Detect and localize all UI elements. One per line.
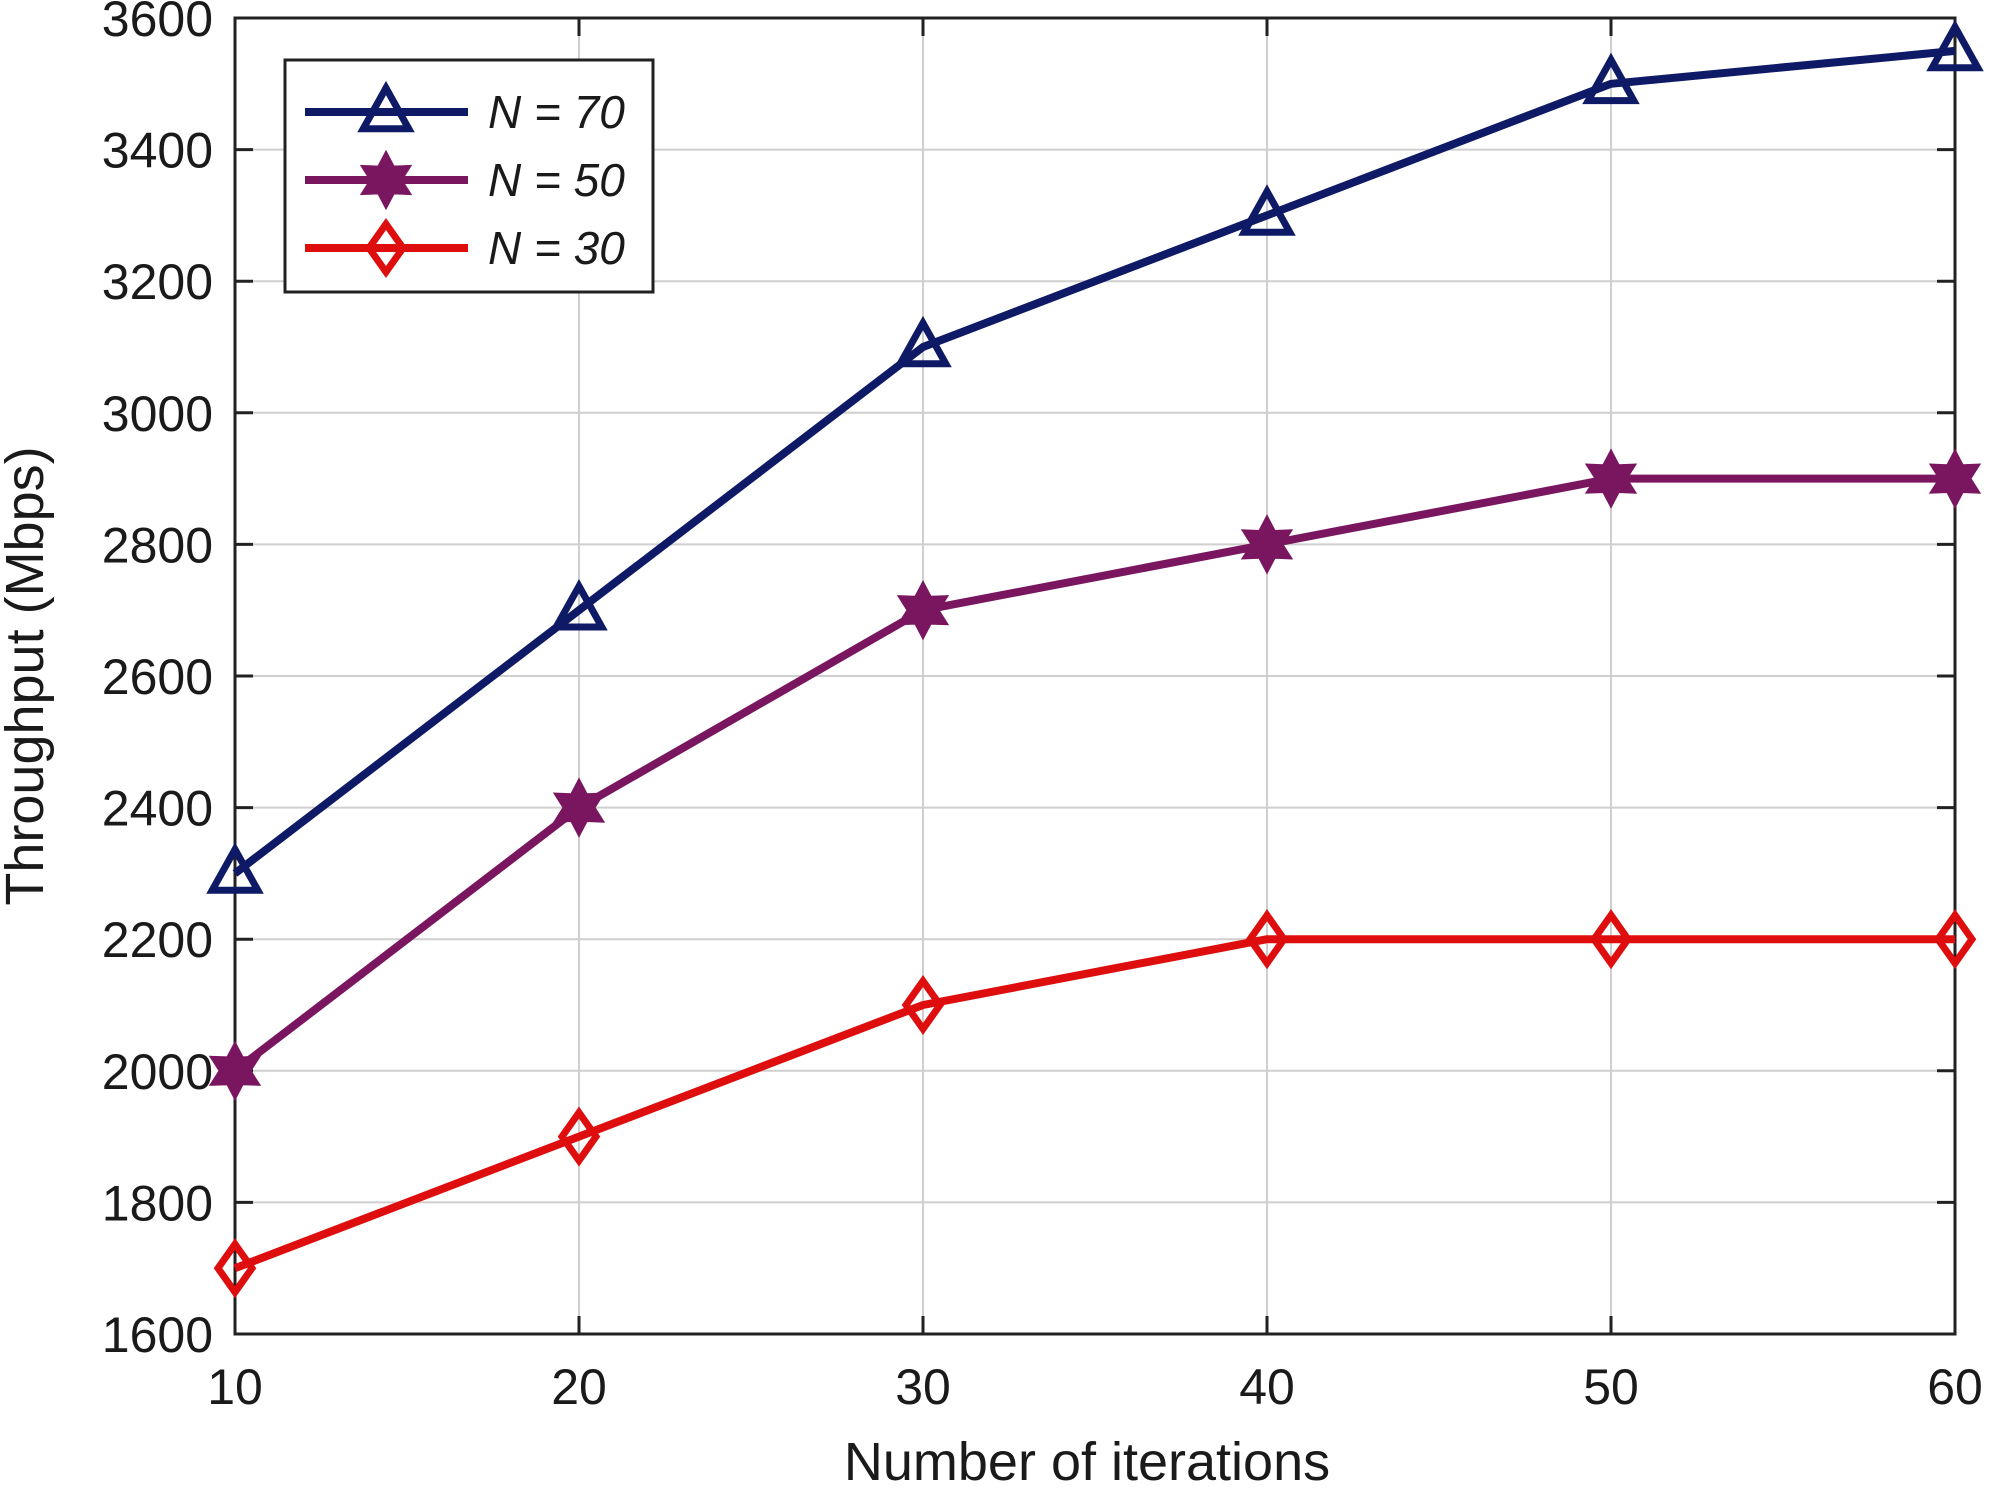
data-point-n-30 [1245,909,1289,970]
legend-label-n-70: N = 70 [488,86,625,138]
data-point-n-70 [1926,19,1984,72]
y-axis-label: Throughput (Mbps) [0,446,55,905]
legend-item-n-30: N = 30 [305,217,625,279]
x-tick-label: 40 [1239,1359,1295,1415]
axis-ticks: 10 20 30 40 50 60 1600 1800 2000 2200 2400 2600 2800… [102,0,1983,1415]
data-point-n-50 [552,777,606,838]
data-point-n-50 [1240,514,1294,575]
series-n-70 [206,19,1984,894]
data-point-n-50 [1928,448,1982,509]
data-point-n-30 [1933,909,1977,970]
series-n-30 [213,909,1977,1299]
x-tick-label: 10 [207,1359,263,1415]
data-point-n-50 [896,579,950,641]
y-tick-label: 3000 [102,386,213,442]
y-tick-label: 2400 [102,781,213,837]
data-point-n-30 [557,1106,601,1167]
data-point-n-70 [550,579,608,631]
data-point-n-30 [1589,909,1633,970]
y-tick-label: 2800 [102,517,213,573]
x-tick-label: 50 [1583,1359,1639,1415]
x-tick-label: 20 [551,1359,607,1415]
grid [235,18,1955,1334]
legend: N = 70 N = 50 N = 30 [283,58,655,294]
data-point-n-70 [1582,52,1640,105]
series-n-50 [208,448,1982,1102]
y-tick-label: 1600 [102,1307,213,1363]
data-point-n-50 [208,1040,262,1102]
series-line-n-30 [233,935,1955,1272]
x-tick-label: 60 [1927,1359,1983,1415]
data-point-n-70 [206,842,264,894]
legend-marker-n-70 [357,80,415,133]
y-tick-label: 3600 [102,0,213,47]
series-line-n-50 [232,474,1955,1074]
x-tick-label: 30 [895,1359,951,1415]
data-point-n-70 [1238,184,1296,236]
series [206,19,1984,1299]
legend-marker-n-30 [364,217,408,279]
y-tick-label: 2200 [102,912,213,968]
legend-label-n-50: N = 50 [488,154,625,206]
x-axis-label: Number of iterations [844,1432,1330,1492]
series-line-n-70 [232,46,1956,877]
legend-marker-n-50 [359,149,413,211]
legend-label-n-30: N = 30 [488,222,625,274]
data-point-n-70 [894,315,952,368]
y-tick-label: 3200 [102,254,213,310]
data-point-n-50 [1584,448,1638,509]
y-tick-label: 2600 [102,649,213,705]
y-tick-label: 2000 [102,1044,213,1100]
data-point-n-30 [213,1238,257,1299]
data-point-n-30 [901,974,945,1036]
legend-item-n-50: N = 50 [305,149,625,211]
legend-item-n-70: N = 70 [305,80,625,138]
y-tick-label: 3400 [102,123,213,179]
y-tick-label: 1800 [102,1175,213,1231]
